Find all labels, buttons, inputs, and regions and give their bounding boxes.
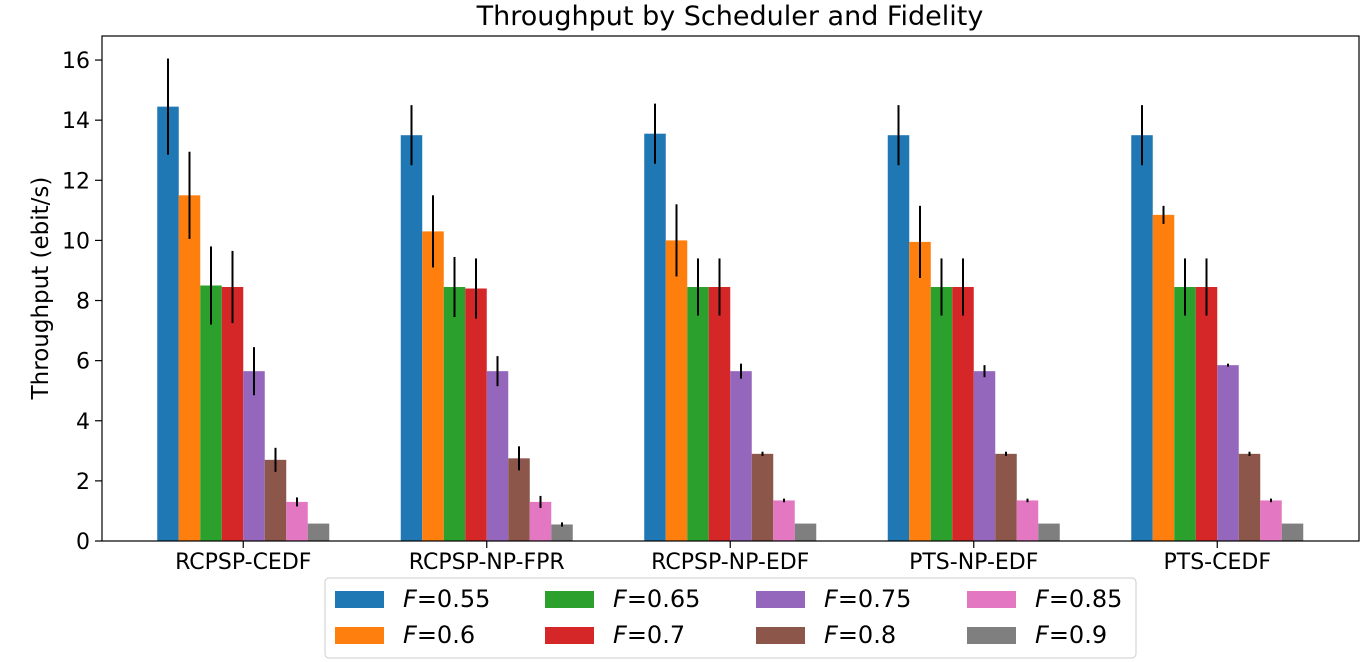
x-tick-label: PTS-CEDF [1164,550,1271,575]
y-axis: 0 2 4 6 8 10 12 14 16 [62,49,102,555]
bar [794,523,817,541]
bar [1038,523,1060,541]
bar [307,523,330,541]
legend-swatch [967,591,1016,608]
bar [730,371,752,541]
bar [952,287,974,541]
legend-label: F=0.9 [1035,621,1107,649]
bar [708,287,731,541]
bar [930,287,953,541]
y-tick-label: 16 [62,49,90,74]
legend-label: F=0.75 [824,585,911,613]
legend-swatch [756,627,805,644]
legend-swatch [967,627,1016,644]
legend-swatch [335,627,384,644]
x-tick-label: RCPSP-NP-EDF [651,550,809,575]
bar [1195,287,1218,541]
legend-swatch [335,591,384,608]
y-tick-label: 6 [76,350,90,375]
x-tick-label: RCPSP-CEDF [175,550,311,575]
x-tick-label: RCPSP-NP-FPR [409,550,565,575]
bar [264,459,287,541]
bar [773,500,795,541]
bar [1238,453,1261,541]
bar [1174,287,1196,541]
legend-label: F=0.65 [613,585,700,613]
bar [1281,523,1304,541]
bar [1016,500,1039,541]
bar [200,285,222,541]
bar [178,195,201,541]
legend-swatch [545,591,594,608]
y-tick-label: 10 [62,229,90,254]
bar [1260,500,1282,541]
legend-label: F=0.85 [1035,585,1122,613]
y-tick-label: 2 [76,470,90,495]
bar [995,453,1017,541]
error-bars-layer [167,58,1272,527]
y-axis-label: Throughput (ebit/s) [28,177,54,401]
bar [243,371,265,541]
bar [1131,135,1153,541]
bar [751,453,774,541]
legend: F=0.55 F=0.6 F=0.65 F=0.7 F=0.75 F=0.8 F=0.85 F… [324,577,1137,659]
bar [887,135,910,541]
bar [1217,365,1239,541]
bar [644,133,666,541]
bar [529,501,552,541]
bar [687,287,709,541]
legend-label: F=0.55 [403,585,490,613]
bar [221,287,244,541]
chart-title: Throughput by Scheduler and Fidelity [476,1,984,32]
bar [443,287,466,541]
y-tick-label: 14 [62,109,90,134]
legend-swatch [545,627,594,644]
y-tick-label: 4 [76,410,90,435]
bar [909,241,931,541]
legend-label: F=0.8 [824,621,896,649]
bar [973,371,996,541]
bar [286,501,308,541]
x-tick-label: PTS-NP-EDF [909,550,1038,575]
legend-swatch [756,591,805,608]
bar [400,135,423,541]
bar [665,240,688,541]
bar [465,288,487,541]
bar [1152,214,1175,541]
y-tick-label: 12 [62,169,90,194]
legend-box [324,577,1137,659]
y-tick-label: 8 [76,290,90,315]
x-axis: RCPSP-CEDF RCPSP-NP-FPR RCPSP-NP-EDF PTS-NP… [175,541,1271,575]
bar [508,458,530,541]
bars-layer [157,106,1304,541]
legend-label: F=0.6 [403,621,475,649]
bar [486,371,509,541]
bar [551,524,573,541]
y-tick-label: 0 [76,530,90,555]
bar [422,231,444,541]
bar [157,106,179,541]
legend-label: F=0.7 [613,621,685,649]
